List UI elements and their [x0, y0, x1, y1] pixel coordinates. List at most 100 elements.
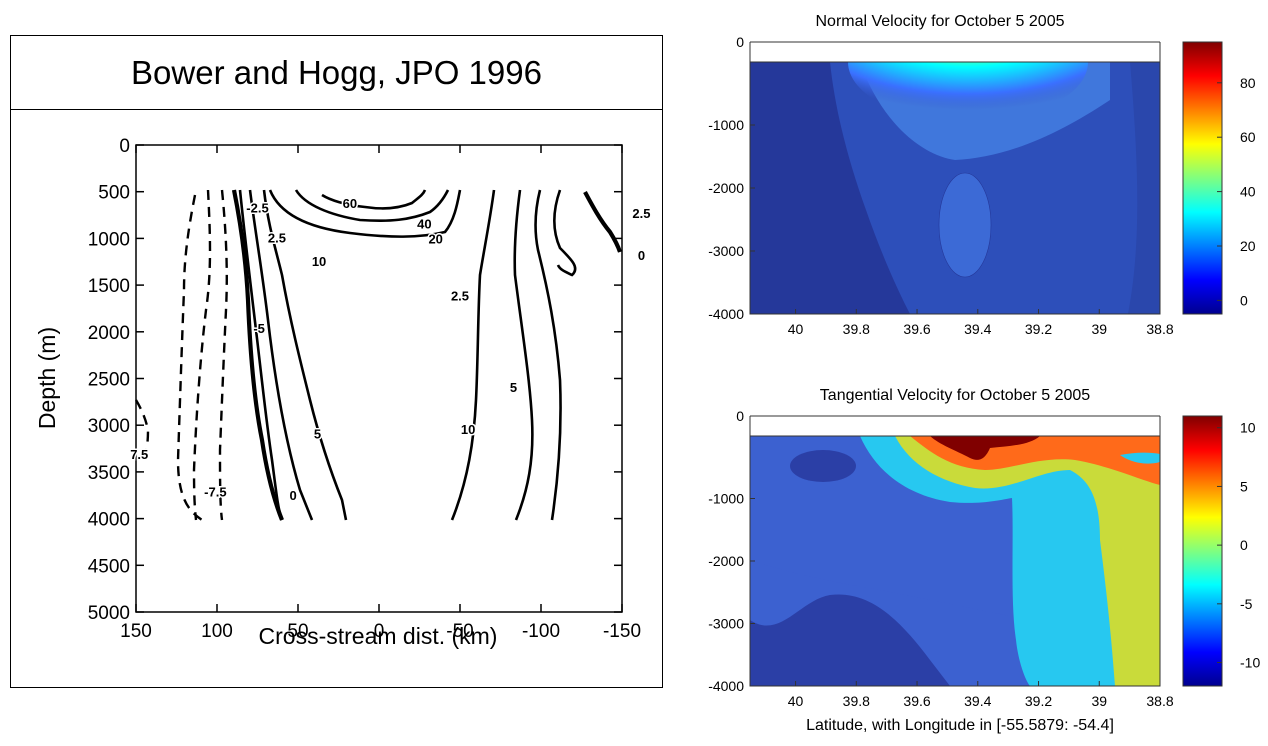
contour-lines-positive — [238, 189, 577, 521]
contour-line-5-left — [248, 189, 314, 521]
contour-y-tick-label: 2500 — [88, 370, 130, 391]
tangential-velocity-x-tick-label: 39 — [1091, 693, 1107, 709]
contour-line-minus-2.5 — [218, 189, 228, 521]
normal-velocity-x-tick-label: 39.8 — [843, 321, 870, 337]
contour-label: 0 — [290, 488, 297, 503]
tangential-velocity-deep-lobe — [750, 594, 950, 686]
normal-velocity-colorbar-tick-label: 60 — [1240, 129, 1256, 145]
normal-velocity-x-tick-label: 39 — [1091, 321, 1107, 337]
normal-velocity-x-tick-label: 39.6 — [903, 321, 930, 337]
left-chart-frame: Bower and Hogg, JPO 1996 — [10, 35, 663, 688]
contour-label: 2.5 — [268, 230, 286, 245]
contour-line-0-left — [231, 189, 284, 521]
contour-y-tick-label: 3000 — [88, 416, 130, 437]
normal-velocity-x-tick-label: 39.2 — [1025, 321, 1052, 337]
tangential-velocity-eddy — [790, 450, 856, 482]
tangential-velocity-plot: Tangential Velocity for October 5 2005 0… — [708, 387, 1260, 734]
contour-x-tick-label: 100 — [201, 621, 233, 642]
normal-velocity-colorbar-tick-label: 0 — [1240, 292, 1248, 308]
contour-label: 60 — [343, 196, 357, 211]
contour-lines-zero — [231, 189, 622, 521]
tangential-velocity-x-tick-label: 38.8 — [1146, 693, 1173, 709]
tangential-velocity-cyan-region — [860, 436, 1160, 686]
contour-x-tick-label: 150 — [120, 621, 152, 642]
contour-x-tick-label: -50 — [446, 621, 473, 642]
contour-line-60 — [321, 189, 427, 210]
normal-velocity-y-ticks: 0 -1000 -2000 -3000 -4000 — [708, 34, 755, 322]
contour-line-2.5-left — [238, 189, 284, 521]
tangential-velocity-y-ticks: 0 -1000 -2000 -3000 -4000 — [708, 408, 755, 694]
normal-velocity-colorbar-tick-label: 20 — [1240, 238, 1256, 254]
contour-y-tick-label: 0 — [119, 136, 130, 157]
normal-velocity-x-tick-label: 38.8 — [1146, 321, 1173, 337]
tangential-velocity-y-tick-label: -1000 — [708, 491, 744, 507]
normal-velocity-title: Normal Velocity for October 5 2005 — [815, 13, 1064, 30]
contour-y-tick-label: 500 — [98, 183, 130, 204]
contour-line-40 — [294, 189, 450, 223]
contour-x-tick-label: -100 — [522, 621, 560, 642]
tangential-velocity-colorbar-ticks: 10 5 0 -5 -10 — [1217, 420, 1260, 671]
tangential-velocity-colorbar-tick-label: 5 — [1240, 478, 1248, 494]
contour-line-minus-5 — [192, 189, 212, 521]
normal-velocity-x-tick-label: 40 — [788, 321, 804, 337]
tangential-velocity-y-tick-label: -4000 — [708, 678, 744, 694]
contour-y-tick-label: 2000 — [88, 323, 130, 344]
tangential-velocity-y-tick-label: -2000 — [708, 553, 744, 569]
tangential-velocity-colorbar — [1182, 415, 1223, 687]
normal-velocity-colorbar-tick-label: 40 — [1240, 184, 1256, 200]
normal-velocity-y-tick-label: -1000 — [708, 117, 744, 133]
contour-y-tick-label: 3500 — [88, 463, 130, 484]
contour-plot: 0500100015002000250030003500400045005000… — [34, 136, 652, 649]
normal-velocity-plot: Normal Velocity for October 5 2005 — [708, 13, 1256, 337]
contour-x-tick-label: 0 — [374, 621, 385, 642]
normal-velocity-x-ticks: 40 39.8 39.6 39.4 39.2 39 38.8 — [788, 309, 1174, 337]
contour-y-tick-label: 1000 — [88, 229, 130, 250]
tangential-velocity-x-tick-label: 39.6 — [903, 693, 930, 709]
contour-line-minus-7.5 — [176, 194, 203, 521]
contour-label: 2.5 — [632, 206, 650, 221]
tangential-velocity-x-tick-label: 39.8 — [843, 693, 870, 709]
contour-x-axis-label: Cross-stream dist. (km) — [259, 623, 498, 649]
tangential-velocity-y-tick-label: 0 — [736, 408, 744, 424]
normal-velocity-y-tick-label: -3000 — [708, 243, 744, 259]
contour-label: 10 — [312, 254, 326, 269]
normal-velocity-y-tick-label: -4000 — [708, 306, 744, 322]
normal-velocity-east — [1128, 62, 1160, 314]
tangential-velocity-colorbar-tick-label: -10 — [1240, 655, 1260, 671]
contour-x-ticks: 150 100 50 0 -50 -100 -150 — [120, 145, 641, 642]
contour-line-0-right — [583, 191, 622, 253]
normal-velocity-deep-core — [938, 172, 992, 278]
contour-lines-negative — [134, 189, 228, 521]
contour-label: 10 — [461, 422, 475, 437]
contour-line-minus-10 — [134, 399, 150, 466]
normal-velocity-y-tick-label: -2000 — [708, 180, 744, 196]
tangential-velocity-field — [750, 436, 1160, 686]
contour-y-tick-label: 4500 — [88, 556, 130, 577]
contour-y-tick-label: 5000 — [88, 603, 130, 624]
contour-label: 0 — [638, 248, 645, 263]
contour-y-tick-label: 4000 — [88, 510, 130, 531]
contour-label: -2.5 — [246, 201, 268, 216]
contour-label: 7.5 — [130, 447, 148, 462]
contour-line-20 — [268, 189, 462, 238]
contour-line-5-right — [513, 189, 534, 521]
contour-label: 5 — [510, 380, 517, 395]
normal-velocity-colorbar — [1182, 41, 1223, 315]
tangential-velocity-x-ticks: 40 39.8 39.6 39.4 39.2 39 38.8 — [788, 681, 1174, 709]
contour-line-2.5-loop — [553, 189, 577, 277]
contour-y-tick-label: 1500 — [88, 276, 130, 297]
contour-label: -5 — [253, 321, 265, 336]
contour-line-10-right — [450, 189, 496, 521]
normal-velocity-jet-core — [848, 62, 1088, 122]
normal-velocity-deep-west — [750, 62, 910, 314]
contour-label: 5 — [314, 427, 321, 442]
contour-line-10-left — [262, 189, 348, 521]
contour-y-axis-label: Depth (m) — [34, 327, 60, 429]
contour-label: 20 — [428, 231, 442, 246]
normal-velocity-y-tick-label: 0 — [736, 34, 744, 50]
tangential-velocity-max-core — [930, 436, 1040, 460]
normal-velocity-colorbar-tick-label: 80 — [1240, 75, 1256, 91]
tangential-velocity-x-tick-label: 40 — [788, 693, 804, 709]
